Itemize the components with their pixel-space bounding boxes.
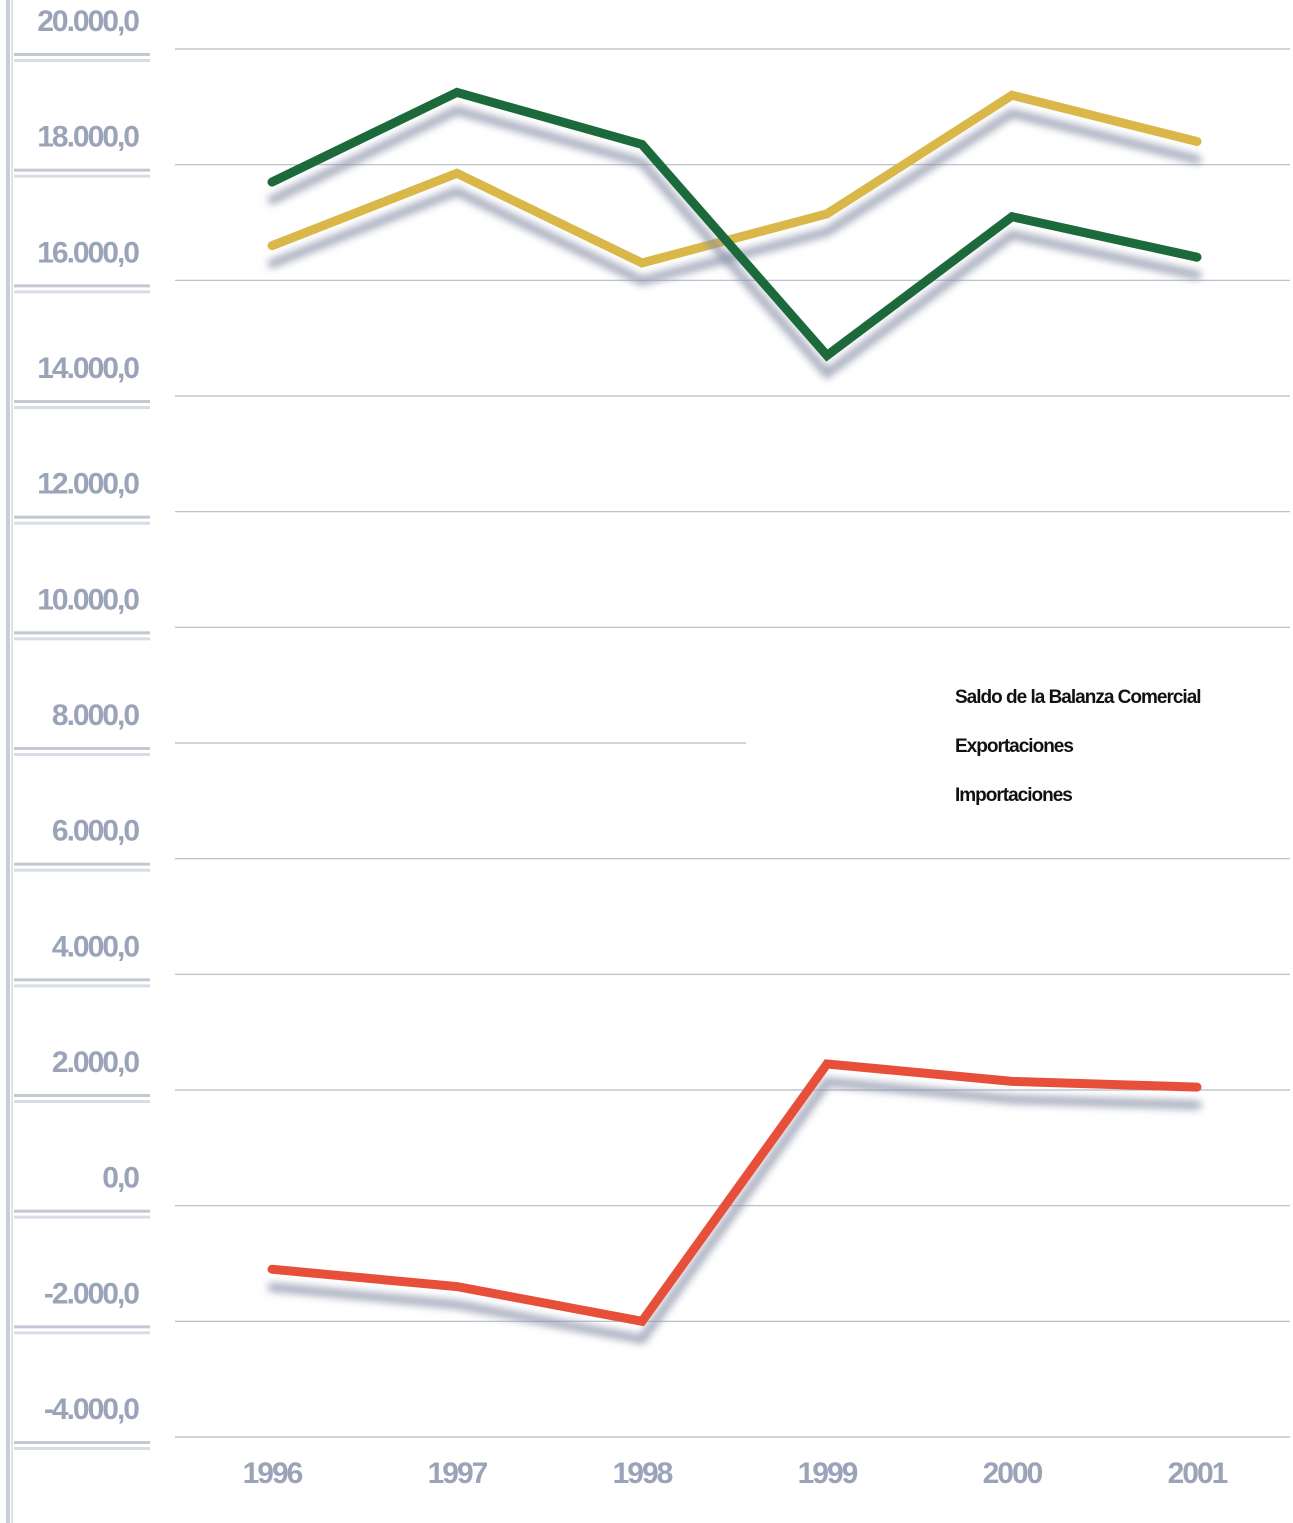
y-tick-label: -4.000,0 xyxy=(44,1393,139,1426)
legend-label: Exportaciones xyxy=(955,736,1073,757)
tick-decoration xyxy=(14,984,150,988)
tick-decoration xyxy=(14,868,150,872)
y-tick-label: 0,0 xyxy=(102,1162,139,1195)
x-tick-label: 1997 xyxy=(428,1457,488,1490)
tick-decoration xyxy=(14,400,150,403)
tick-decoration xyxy=(14,521,150,525)
x-tick-label: 1998 xyxy=(613,1457,673,1490)
tick-decoration xyxy=(14,1215,150,1219)
left-border xyxy=(6,0,10,1523)
tick-decoration xyxy=(14,1441,150,1444)
tick-decoration xyxy=(14,631,150,635)
y-tick-label: 14.000,0 xyxy=(37,352,139,385)
tick-decoration xyxy=(14,53,150,56)
tick-decoration xyxy=(14,753,150,756)
x-tick-label: 1996 xyxy=(243,1457,303,1490)
y-tick-label: 18.000,0 xyxy=(37,121,139,154)
x-tick-label: 1999 xyxy=(798,1457,858,1490)
x-tick-label: 2001 xyxy=(1168,1457,1228,1490)
y-tick-label: 12.000,0 xyxy=(37,468,139,501)
y-tick-label: 20.000,0 xyxy=(37,5,139,38)
tick-decoration xyxy=(14,406,150,409)
tick-decoration xyxy=(14,1209,150,1213)
tick-decoration xyxy=(14,174,150,178)
y-tick-label: 2.000,0 xyxy=(52,1046,139,1079)
y-tick-label: 16.000,0 xyxy=(37,236,139,269)
y-tick-label: 8.000,0 xyxy=(52,699,139,732)
legend-label: Saldo de la Balanza Comercial xyxy=(955,687,1201,708)
y-tick-label: -2.000,0 xyxy=(44,1277,139,1310)
tick-decoration xyxy=(14,862,150,866)
tick-decoration xyxy=(14,747,150,750)
tick-decoration xyxy=(14,978,150,982)
tick-decoration xyxy=(14,1100,150,1103)
tick-decoration xyxy=(14,1447,150,1450)
tick-decoration xyxy=(14,59,150,62)
tick-decoration xyxy=(14,284,150,288)
data-line xyxy=(267,1059,1202,1327)
tick-decoration xyxy=(14,1325,150,1329)
tick-decoration xyxy=(14,515,150,519)
left-border xyxy=(11,0,13,1523)
tick-decoration xyxy=(14,637,150,641)
legend-label: Importaciones xyxy=(955,785,1072,806)
y-tick-label: 4.000,0 xyxy=(52,930,139,963)
tick-decoration xyxy=(14,290,150,294)
data-line xyxy=(267,87,1202,362)
tick-decoration xyxy=(14,1094,150,1097)
y-tick-label: 10.000,0 xyxy=(37,583,139,616)
tick-decoration xyxy=(14,168,150,172)
y-tick-label: 6.000,0 xyxy=(52,815,139,848)
tick-decoration xyxy=(14,1331,150,1335)
data-line xyxy=(267,90,1202,268)
x-tick-label: 2000 xyxy=(983,1457,1043,1490)
